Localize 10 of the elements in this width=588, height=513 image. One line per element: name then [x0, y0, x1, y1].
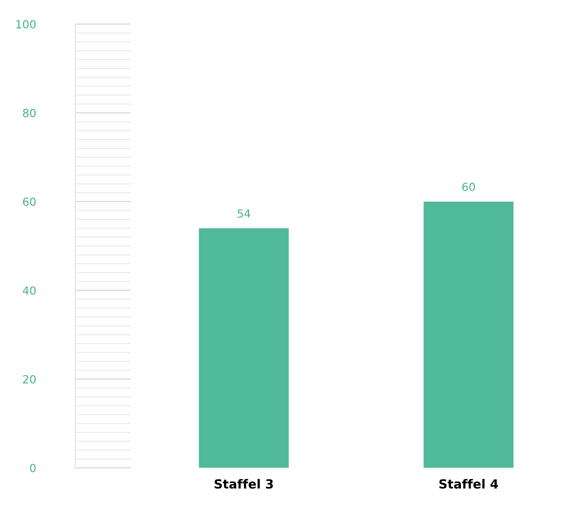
y-tick-label: 100 — [16, 20, 36, 28]
x-tick-label: Staffel 4 — [439, 478, 498, 489]
y-tick-label: 40 — [22, 286, 36, 295]
y-tick-label: 0 — [30, 464, 36, 472]
x-tick-label: Staffel 3 — [214, 478, 273, 489]
data-label: 60 — [462, 182, 475, 192]
y-tick-label: 80 — [22, 108, 36, 118]
y-tick-label: 60 — [23, 198, 36, 206]
y-tick-label: 20 — [23, 375, 36, 384]
data-label: 54 — [238, 209, 250, 218]
